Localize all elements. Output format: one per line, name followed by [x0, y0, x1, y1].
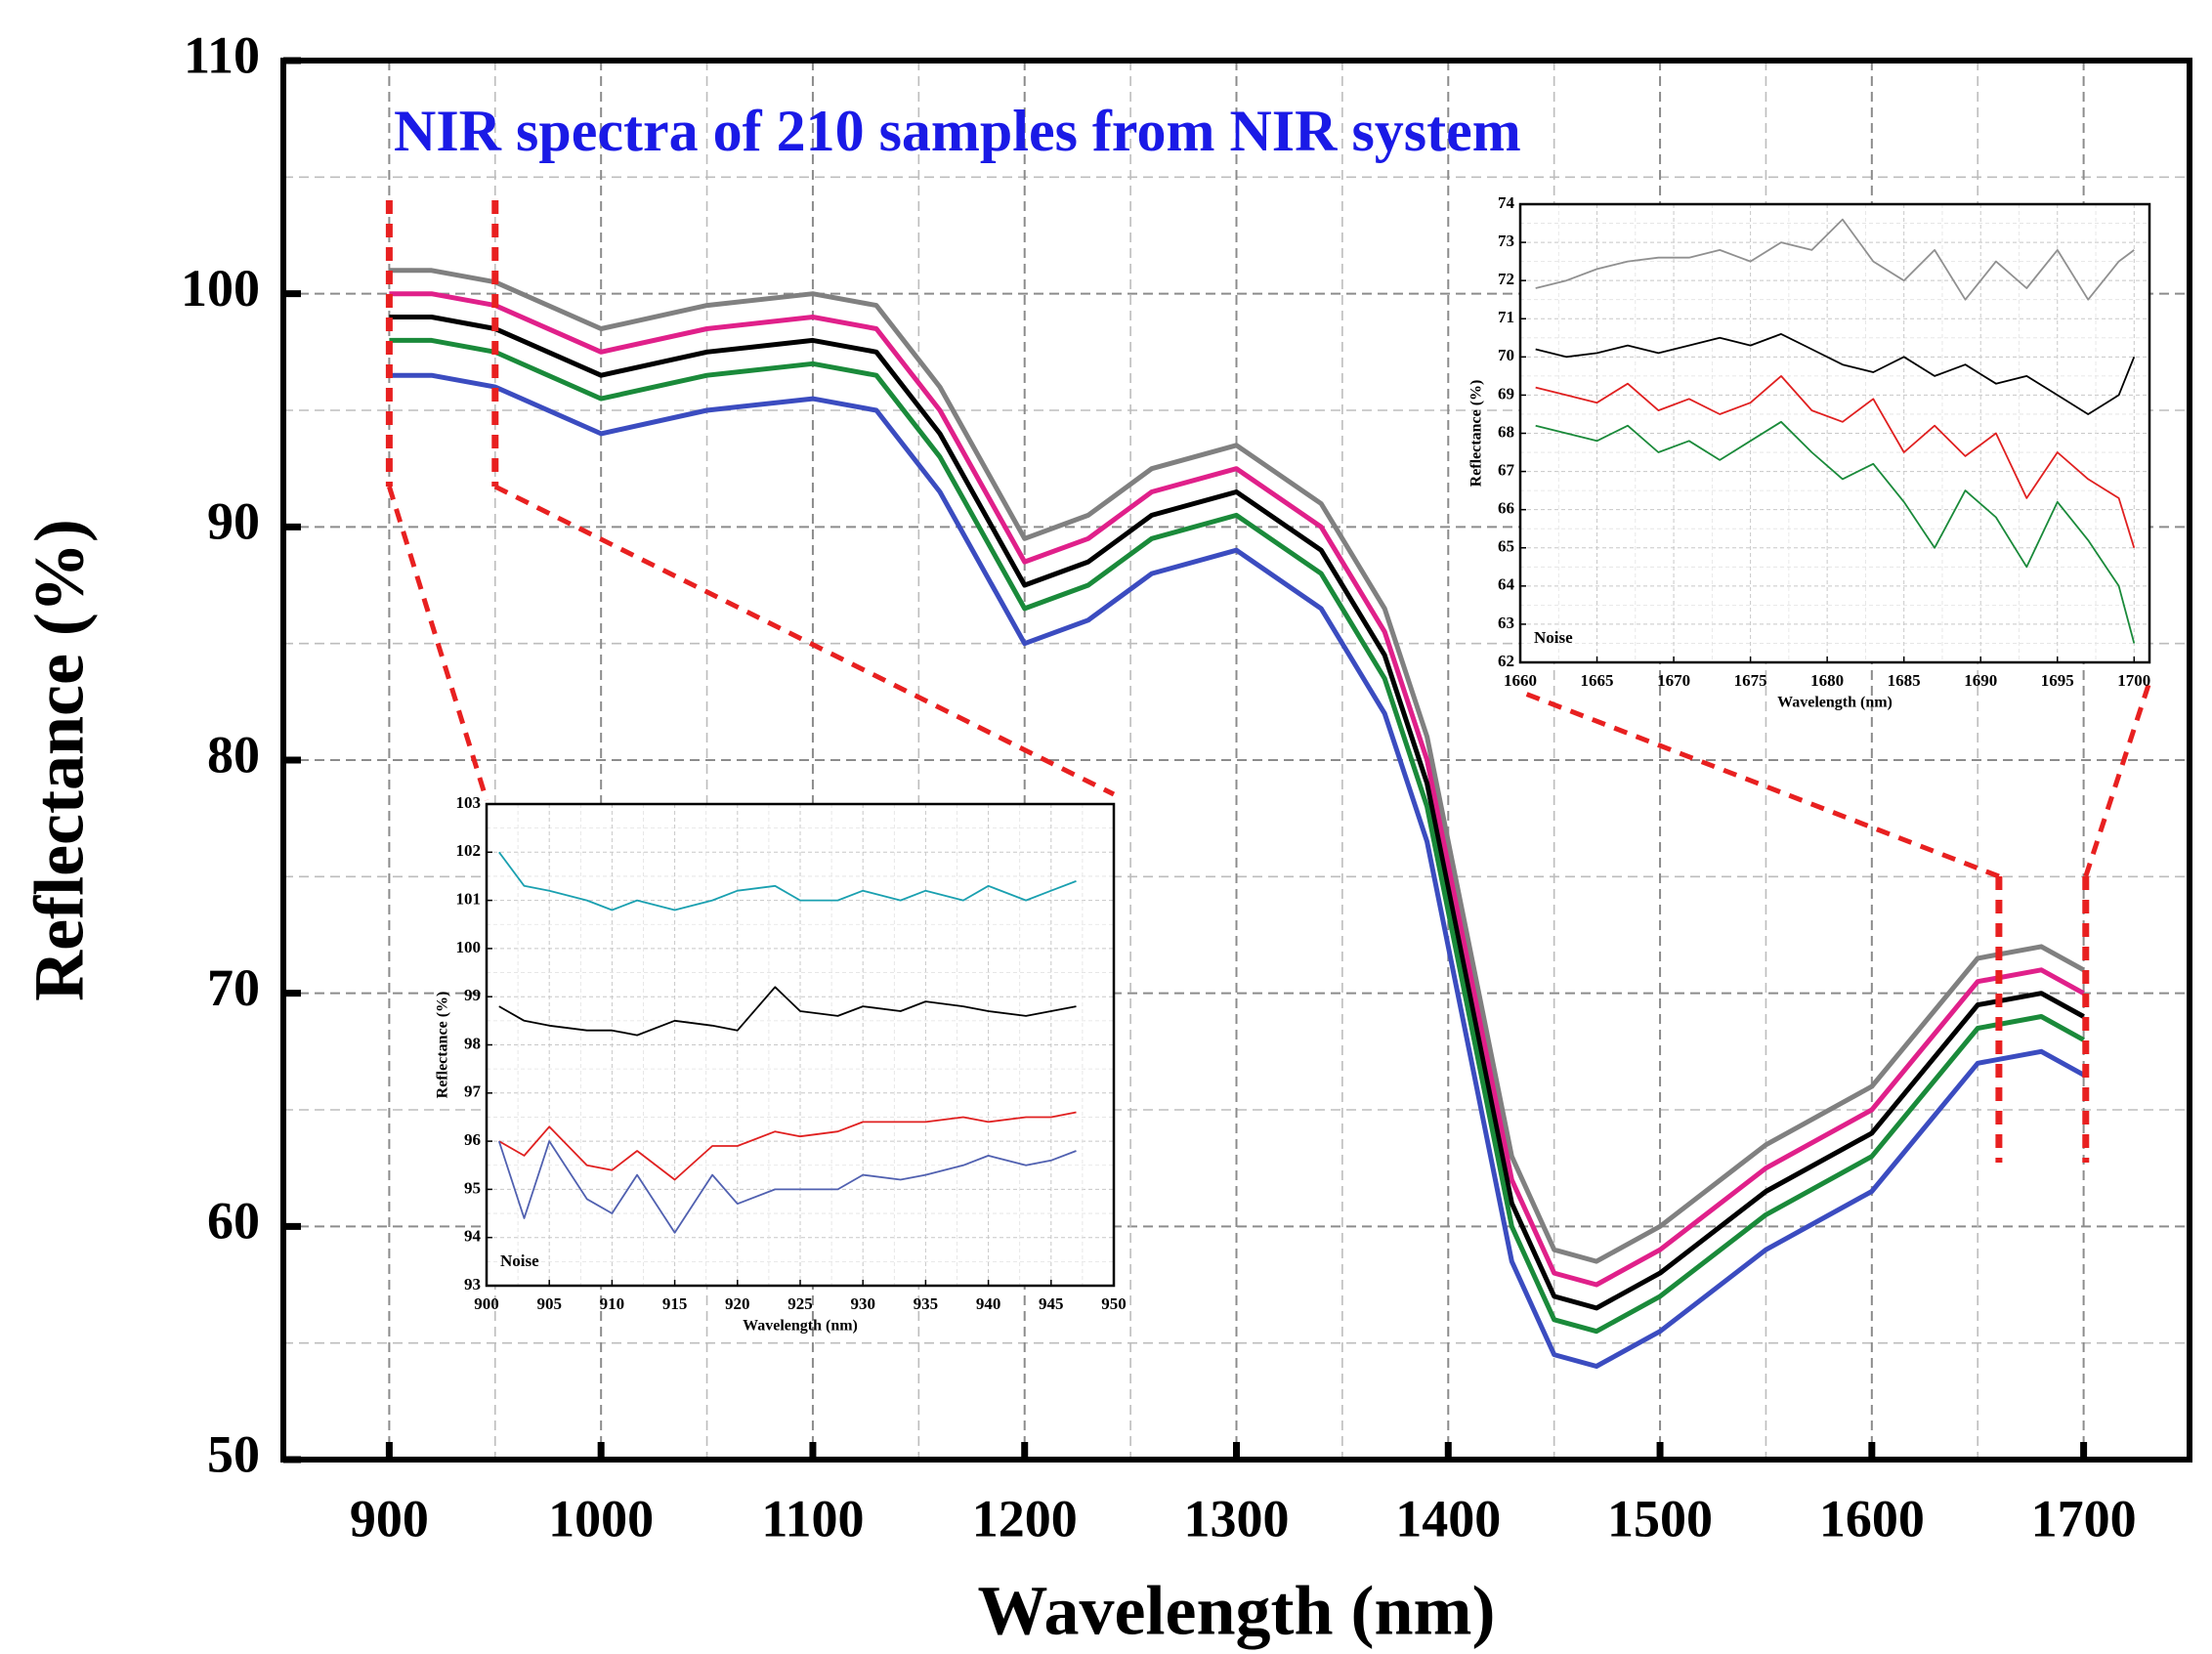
x-tick-label: 925 — [787, 1294, 813, 1313]
y-tick-label: 93 — [464, 1275, 481, 1294]
spectrum-line — [497, 1140, 1077, 1234]
x-tick-label: 900 — [350, 1489, 429, 1548]
chart-title: NIR spectra of 210 samples from NIR syst… — [394, 99, 1521, 163]
y-tick-label: 97 — [464, 1082, 482, 1101]
x-tick-label: 1660 — [1504, 671, 1537, 690]
x-axis-label: Wavelength (nm) — [743, 1318, 858, 1335]
y-tick-label: 62 — [1498, 652, 1514, 670]
x-tick-label: 900 — [474, 1294, 499, 1313]
y-tick-label: 65 — [1498, 537, 1514, 556]
y-tick-label: 100 — [181, 259, 260, 318]
zoom-connector — [493, 484, 1116, 797]
y-tick-label: 72 — [1498, 270, 1514, 288]
zoom-connector — [1519, 689, 2000, 879]
y-tick-label: 63 — [1498, 614, 1514, 632]
annotation: Noise — [1534, 628, 1573, 647]
spectrum-line — [389, 372, 2085, 1369]
spectrum-line — [389, 337, 2085, 1335]
y-tick-label: 103 — [456, 793, 482, 812]
x-tick-label: 1100 — [761, 1489, 864, 1548]
y-axis-label: Reflectance (%) — [1468, 380, 1485, 488]
x-axis-label: Wavelength (nm) — [978, 1572, 1496, 1650]
x-tick-label: 1400 — [1395, 1489, 1501, 1548]
spectrum-line — [1535, 333, 2136, 415]
y-tick-label: 64 — [1498, 575, 1515, 594]
y-tick-label: 73 — [1498, 232, 1514, 250]
spectrum-line — [1535, 375, 2136, 549]
y-tick-label: 95 — [464, 1178, 481, 1197]
y-tick-label: 96 — [464, 1130, 481, 1149]
x-tick-label: 1000 — [548, 1489, 654, 1548]
x-tick-label: 1600 — [1819, 1489, 1925, 1548]
spectrum-line — [498, 851, 1077, 912]
x-tick-label: 930 — [850, 1294, 875, 1313]
y-tick-label: 99 — [464, 986, 481, 1004]
y-tick-label: 98 — [464, 1034, 481, 1052]
y-tick-label: 71 — [1498, 308, 1514, 326]
x-tick-label: 905 — [536, 1294, 562, 1313]
x-tick-label: 1700 — [2117, 671, 2150, 690]
y-tick-label: 50 — [207, 1424, 260, 1483]
y-axis-label: Reflectance (%) — [435, 992, 451, 1099]
x-tick-label: 1695 — [2041, 671, 2074, 690]
y-tick-label: 69 — [1498, 384, 1514, 403]
y-tick-label: 110 — [184, 25, 260, 84]
x-tick-label: 935 — [914, 1294, 939, 1313]
x-tick-label: 1500 — [1607, 1489, 1713, 1548]
x-tick-label: 950 — [1101, 1294, 1127, 1313]
x-tick-label: 1300 — [1184, 1489, 1290, 1548]
x-tick-label: 1690 — [1964, 671, 1997, 690]
x-tick-label: 1685 — [1888, 671, 1921, 690]
y-tick-label: 74 — [1498, 193, 1515, 212]
x-tick-label: 1670 — [1657, 671, 1690, 690]
x-tick-label: 920 — [725, 1294, 750, 1313]
spectrum-line — [389, 315, 2085, 1311]
x-tick-label: 945 — [1039, 1294, 1064, 1313]
y-axis-label: Reflectance (%) — [21, 519, 99, 1001]
annotation: Noise — [500, 1251, 539, 1270]
y-tick-label: 80 — [207, 725, 260, 784]
x-tick-label: 1200 — [972, 1489, 1078, 1548]
y-tick-label: 101 — [456, 890, 482, 909]
x-tick-label: 910 — [600, 1294, 625, 1313]
x-tick-label: 940 — [976, 1294, 1001, 1313]
y-tick-label: 60 — [207, 1192, 260, 1251]
x-tick-label: 1675 — [1734, 671, 1767, 690]
y-tick-label: 68 — [1498, 422, 1514, 441]
y-tick-label: 67 — [1498, 460, 1515, 479]
spectrum-line — [1535, 218, 2135, 301]
y-tick-label: 66 — [1498, 499, 1514, 518]
y-tick-label: 100 — [456, 938, 482, 956]
spectrum-line — [389, 268, 2085, 1264]
y-tick-label: 90 — [207, 492, 260, 551]
y-tick-label: 70 — [207, 958, 260, 1017]
zoom-connector — [387, 486, 489, 801]
spectrum-line — [1535, 420, 2136, 644]
y-tick-label: 94 — [464, 1227, 482, 1246]
x-tick-label: 915 — [662, 1294, 688, 1313]
spectrum-line — [498, 986, 1077, 1037]
zoom-connector — [2083, 681, 2152, 877]
spectrum-line — [498, 1111, 1077, 1181]
x-tick-label: 1700 — [2031, 1489, 2137, 1548]
y-tick-label: 102 — [456, 841, 482, 860]
spectrum-line — [389, 291, 2085, 1288]
x-tick-label: 1680 — [1810, 671, 1844, 690]
y-tick-label: 70 — [1498, 346, 1514, 364]
x-tick-label: 1665 — [1581, 671, 1614, 690]
x-axis-label: Wavelength (nm) — [1777, 695, 1893, 711]
